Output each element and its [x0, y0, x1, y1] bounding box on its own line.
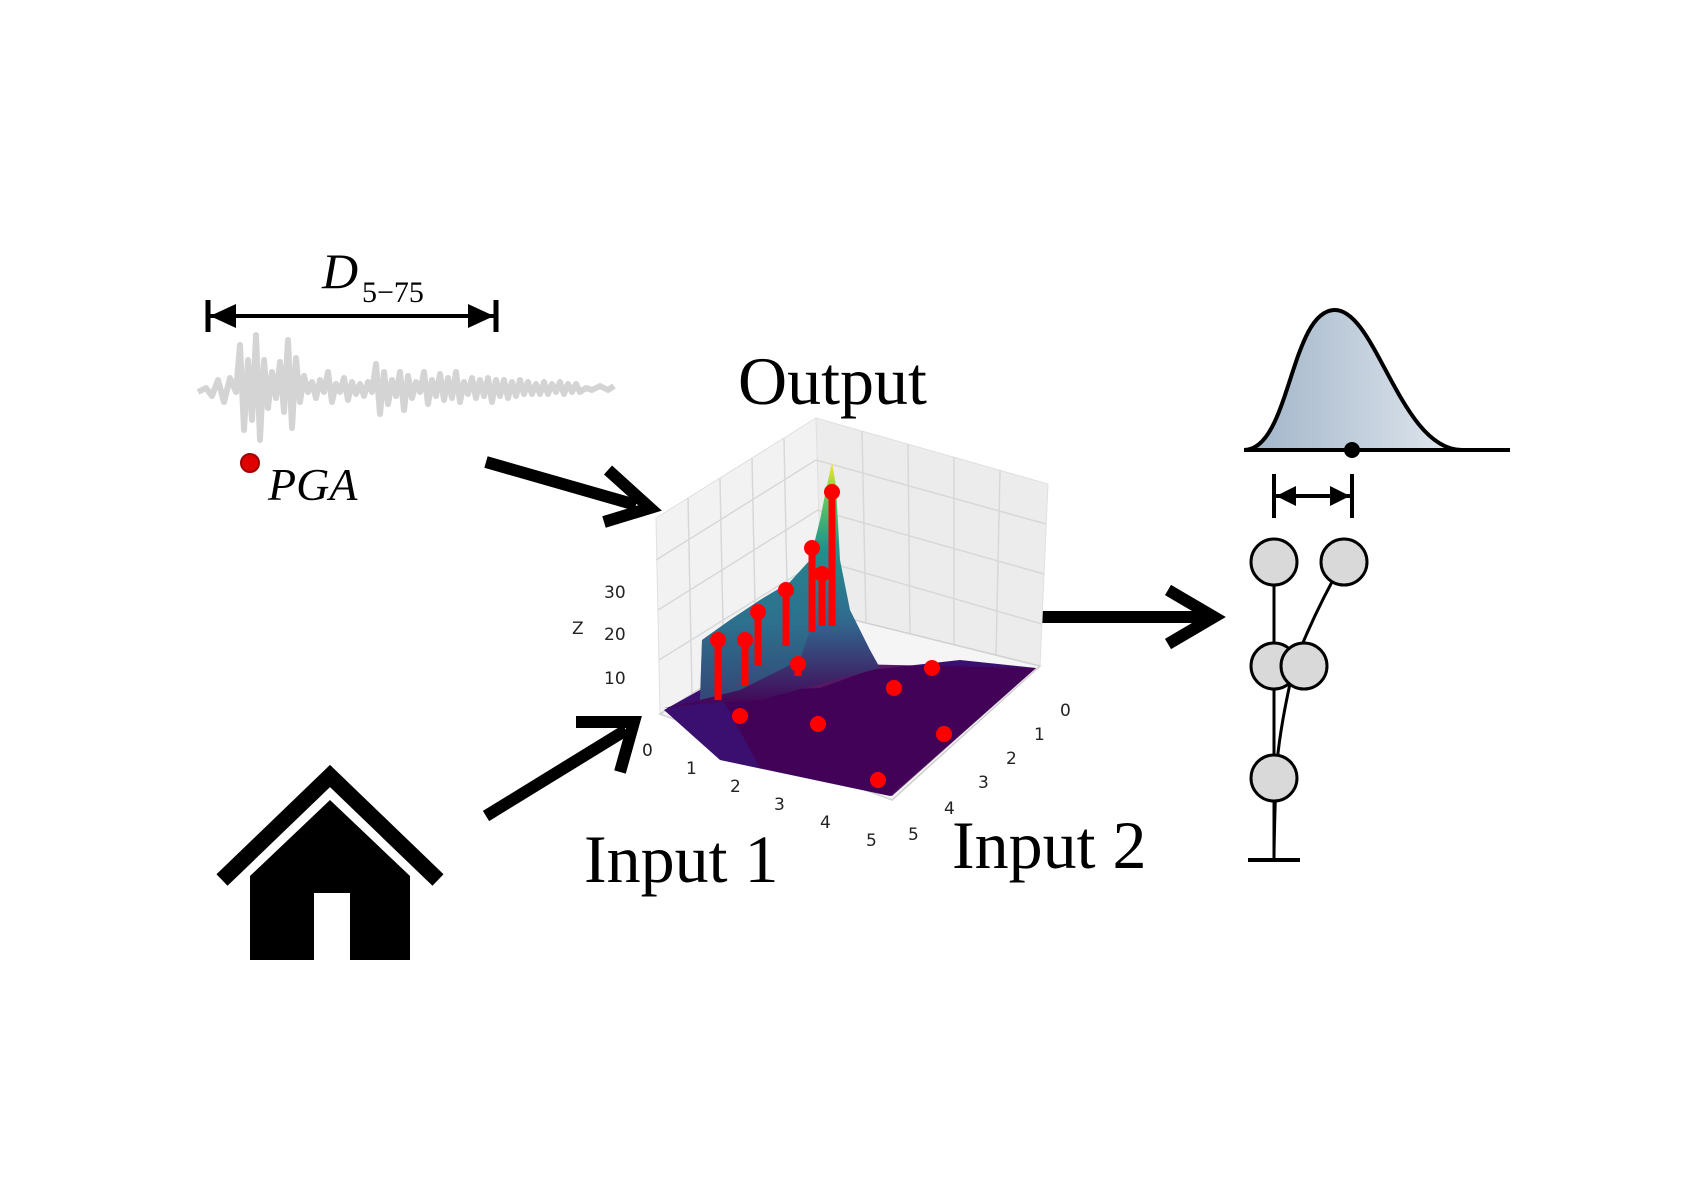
pga-label: PGA: [267, 459, 358, 510]
seismic-record-icon: D 5−75 PGA: [196, 243, 616, 510]
input1-tick-0: 0: [642, 741, 653, 761]
input1-tick-3: 3: [774, 795, 785, 815]
input1-tick-5: 5: [866, 831, 877, 851]
input2-tick-4: 4: [944, 799, 955, 819]
pga-marker: [240, 453, 260, 473]
probability-distribution-icon: [1243, 307, 1510, 458]
input1-label: Input 1: [584, 821, 779, 897]
home-icon: [216, 764, 444, 960]
input2-tick-3: 3: [978, 773, 989, 793]
input2-tick-2: 2: [1006, 749, 1017, 769]
arrow-record-to-model: [484, 456, 662, 528]
input1-tick-1: 1: [686, 759, 697, 779]
floor-node: [1249, 753, 1299, 803]
duration-dimension: [205, 300, 499, 332]
input1-tick-2: 2: [730, 777, 741, 797]
training-point: [737, 632, 753, 648]
training-point: [778, 582, 794, 598]
duration-subscript: 5−75: [362, 276, 424, 309]
surrogate-3d-plot: 30 20 10 Z 0 1 2 3 4 5 0 1 2 3 4 5: [572, 417, 1071, 851]
arrow-model-to-response: [1028, 584, 1226, 650]
input2-tick-1: 1: [1034, 725, 1045, 745]
training-point: [750, 604, 766, 620]
displaced-node: [1319, 537, 1369, 587]
training-point: [870, 772, 886, 788]
training-point: [886, 680, 902, 696]
input2-tick-5: 5: [908, 825, 919, 845]
building-model-icon: [1248, 474, 1369, 862]
training-point: [924, 660, 940, 676]
training-point: [814, 566, 830, 582]
input1-tick-4: 4: [820, 813, 831, 833]
training-points: [710, 484, 952, 788]
response-surface-floor: [720, 664, 1036, 796]
drift-dimension: [1272, 474, 1354, 518]
z-tick-30: 30: [604, 583, 626, 603]
training-point: [732, 708, 748, 724]
z-tick-20: 20: [604, 625, 626, 645]
floor-node: [1249, 537, 1299, 587]
input2-label: Input 2: [952, 807, 1147, 883]
duration-label: D: [321, 243, 358, 299]
training-point: [804, 540, 820, 556]
training-point: [810, 716, 826, 732]
distribution-mean-marker: [1344, 442, 1360, 458]
z-axis-label: Z: [572, 619, 584, 639]
training-point: [824, 484, 840, 500]
training-point: [790, 656, 806, 672]
ground-motion-signal: [196, 332, 616, 443]
displaced-node: [1279, 641, 1329, 691]
plot-grid: [655, 430, 1047, 695]
training-point: [710, 632, 726, 648]
arrow-building-to-model: [482, 716, 642, 822]
distribution-curve: [1243, 307, 1463, 452]
input2-tick-0: 0: [1060, 701, 1071, 721]
z-tick-10: 10: [604, 669, 626, 689]
output-label: Output: [738, 343, 927, 419]
training-point: [936, 726, 952, 742]
